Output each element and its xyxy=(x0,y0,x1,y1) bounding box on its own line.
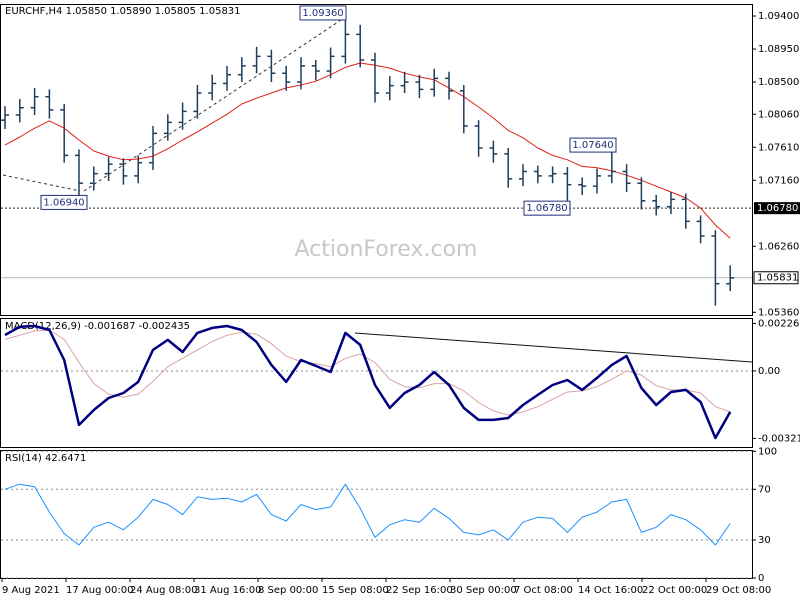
y-tick-label: 1.05360 xyxy=(758,307,799,318)
annotation-label: 1.09360 xyxy=(302,8,343,19)
x-tick-label: 17 Aug 00:00 xyxy=(66,585,133,596)
annotation-box xyxy=(299,5,347,21)
y-tick-label: 30 xyxy=(758,535,771,546)
series-line xyxy=(4,324,732,440)
annotation-label: 1.06940 xyxy=(43,197,84,208)
x-tick-label: 7 Oct 08:00 xyxy=(514,585,573,596)
x-tick-label: 22 Sep 16:00 xyxy=(386,585,453,596)
annotation-box xyxy=(569,137,617,153)
last-price-label: 1.05831 xyxy=(757,273,798,284)
panel-title: RSI(14) 42.6471 xyxy=(5,453,86,464)
y-tick-label: 1.08060 xyxy=(758,109,799,120)
annotation-label: 1.06780 xyxy=(526,203,567,214)
y-tick-label: 1.07610 xyxy=(758,142,799,153)
annotation-box xyxy=(523,200,571,216)
y-tick-label: 0 xyxy=(758,573,764,584)
trend-line xyxy=(83,17,345,192)
x-tick-label: 14 Oct 16:00 xyxy=(578,585,643,596)
annotation-box xyxy=(40,194,88,210)
series-line xyxy=(4,483,731,546)
panel-frame xyxy=(0,318,753,448)
x-tick-label: 15 Sep 08:00 xyxy=(322,585,389,596)
x-tick-label: 30 Sep 00:00 xyxy=(450,585,517,596)
chart-title: EURCHF,H4 1.05850 1.05890 1.05805 1.0583… xyxy=(5,6,241,17)
panel-frame xyxy=(0,4,753,316)
annotation-label: 1.07640 xyxy=(572,140,613,151)
level-label: 1.06780 xyxy=(757,203,798,214)
y-tick-label: 1.07160 xyxy=(758,175,799,186)
x-tick-label: 9 Aug 2021 xyxy=(2,585,60,596)
y-tick-label: 1.08500 xyxy=(758,77,799,88)
y-tick-label: 70 xyxy=(758,484,771,495)
series-line xyxy=(4,62,731,239)
x-tick-label: 24 Aug 08:00 xyxy=(130,585,197,596)
trend-line xyxy=(354,332,753,363)
y-tick-label: 0.00 xyxy=(758,366,780,377)
level-tag xyxy=(754,202,800,215)
last-price-tag xyxy=(753,271,799,285)
x-tick-label: 22 Oct 00:00 xyxy=(642,585,707,596)
y-tick-label: 1.09400 xyxy=(758,11,799,22)
y-tick-label: 100 xyxy=(758,446,777,457)
series-line xyxy=(4,329,731,416)
x-tick-label: 31 Aug 16:00 xyxy=(194,585,261,596)
y-tick-label: 1.08950 xyxy=(758,44,799,55)
watermark: ActionForex.com xyxy=(295,237,478,262)
y-tick-label: 1.06260 xyxy=(758,241,799,252)
x-tick-label: 29 Oct 08:00 xyxy=(706,585,771,596)
y-tick-label: 0.00226 xyxy=(758,318,799,329)
x-tick-label: 8 Sep 00:00 xyxy=(258,585,318,596)
panel-title: MACD(12,26,9) -0.001687 -0.002435 xyxy=(5,321,190,332)
trend-line xyxy=(2,174,81,192)
